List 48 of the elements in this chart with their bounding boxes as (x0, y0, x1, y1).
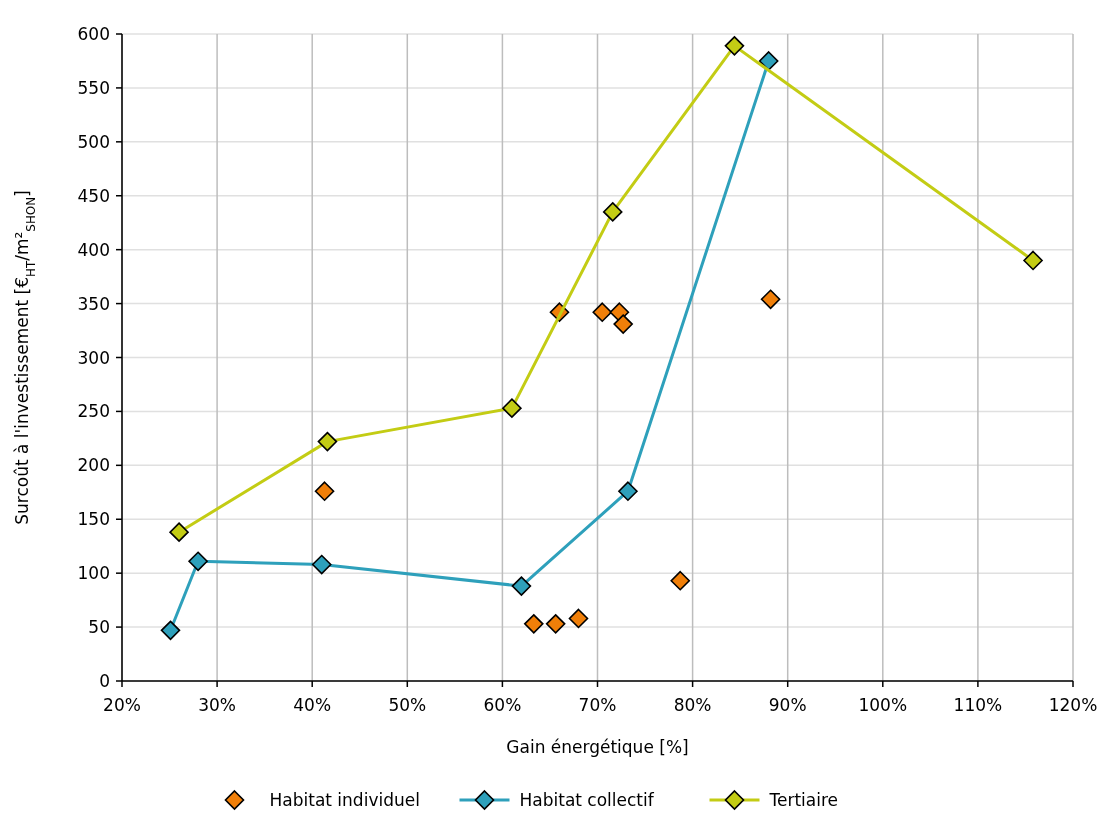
point (545, 614, 566, 634)
y-tick-label: 450 (77, 185, 110, 206)
point (311, 554, 332, 575)
x-tick-label: 50% (388, 695, 427, 715)
y-tick-label: 250 (77, 401, 110, 422)
point (169, 522, 189, 542)
x-tick-label: 30% (198, 695, 236, 715)
legend-label: Tertiaire (768, 790, 839, 810)
point (724, 36, 745, 56)
y-tick-label: 150 (77, 509, 110, 530)
x-tick-label: 20% (103, 695, 141, 715)
x-tick-label: 60% (483, 695, 522, 715)
y-tick-label: 350 (77, 293, 110, 314)
point (592, 302, 613, 323)
x-tick-label: 40% (293, 695, 332, 715)
y-tick-label: 400 (77, 239, 110, 260)
y-tick-label: 550 (77, 77, 110, 98)
y-tick-label: 100 (77, 563, 110, 584)
point (613, 314, 633, 334)
point (760, 289, 781, 310)
point (502, 398, 522, 418)
point (188, 551, 208, 572)
x-tick-label: 110% (953, 695, 1003, 715)
x-axis-title: Gain énergétique [%] (506, 737, 689, 757)
x-tick-label: 80% (673, 695, 712, 715)
point (602, 202, 623, 222)
point (1023, 250, 1043, 271)
point (670, 570, 691, 591)
y-tick-label: 200 (77, 455, 110, 476)
point (758, 51, 779, 71)
y-tick-label: 600 (77, 24, 110, 44)
x-tick-label: 100% (858, 695, 908, 715)
point (568, 608, 589, 629)
point (511, 576, 532, 596)
x-tick-label: 90% (768, 695, 807, 715)
y-tick-label: 300 (77, 347, 110, 368)
x-tick-label: 120% (1048, 695, 1098, 715)
legend-label: Habitat individuel (269, 790, 420, 810)
y-tick-label: 500 (77, 131, 110, 152)
y-tick-label: 50 (88, 617, 110, 638)
x-tick-label: 70% (578, 695, 617, 715)
point (317, 431, 338, 452)
legend-label: Habitat collectif (519, 790, 655, 810)
point (160, 620, 181, 641)
point (618, 481, 638, 502)
point (314, 481, 335, 502)
y-tick-label: 0 (99, 671, 110, 691)
point (523, 614, 544, 634)
